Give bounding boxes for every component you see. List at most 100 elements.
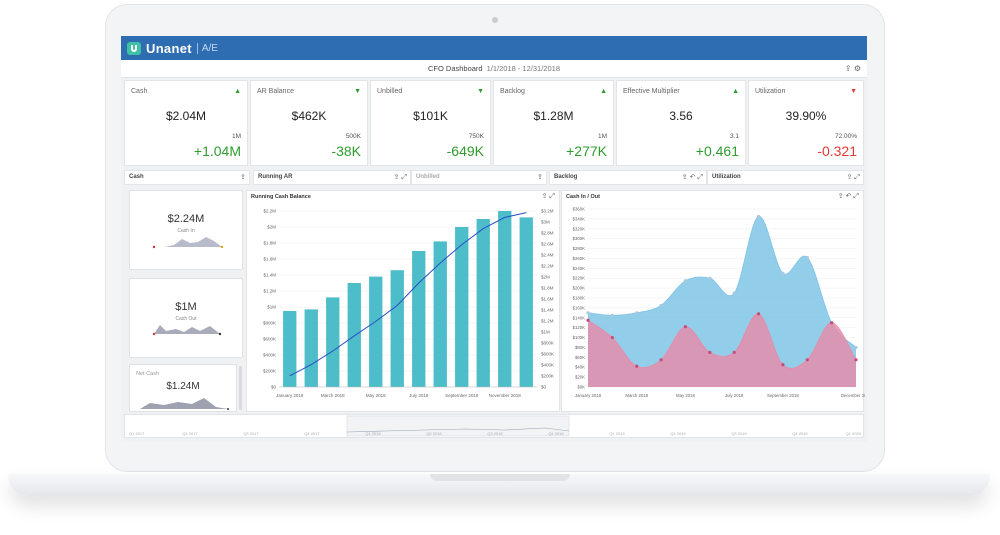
kpi-label: Utilization [755, 88, 786, 95]
x-tick-label: September 2018 [767, 393, 799, 398]
bar [433, 241, 447, 387]
expand-icon[interactable]: ⤢ [401, 174, 407, 181]
undo-icon[interactable]: ↶ [845, 193, 852, 200]
x-tick-label: January 2018 [276, 393, 304, 398]
x-tick-label: July 2018 [409, 393, 429, 398]
kpi-target: 1M [597, 133, 607, 140]
kpi-target: 500K [345, 133, 361, 140]
timeline-navigator[interactable]: Q1 2017 Q2 2017 Q3 2017 Q4 2017 Q1 2018 Q2 20… [124, 414, 864, 438]
export-icon[interactable]: ⇪ [681, 174, 688, 181]
data-point [805, 358, 809, 362]
y-right-tick-label: $2.8M [541, 231, 554, 236]
navigator-tick-label: Q4 2017 [304, 431, 320, 436]
timeline-navigator-chart: Q1 2017 Q2 2017 Q3 2017 Q4 2017 Q1 2018 Q2 20… [129, 415, 862, 437]
y-right-tick-label: $1.6M [541, 297, 554, 302]
kpi-card[interactable]: Utilization ▼ 39.90% 72.00% -0.321 [748, 80, 864, 166]
navigator-tick-label: Q1 2018 [365, 431, 381, 436]
kpi-card[interactable]: Cash ▲ $2.04M 1M +1.04M [124, 80, 248, 166]
kpi-target: 3.1 [729, 133, 739, 140]
y-tick-label: $280K [573, 246, 586, 251]
data-point [708, 276, 712, 280]
cash-panel-scrollbar[interactable] [239, 366, 242, 410]
bar [498, 211, 512, 387]
cash-in-card[interactable]: $2.24M Cash In [129, 190, 243, 270]
panel-title-unbilled: Unbilled [416, 174, 440, 180]
kpi-card[interactable]: Backlog ▲ $1.28M 1M +277K [493, 80, 614, 166]
bar [283, 311, 297, 387]
undo-icon[interactable]: ↶ [689, 174, 696, 181]
unanet-logo-icon[interactable] [127, 41, 141, 55]
kpi-delta: +277K [566, 143, 607, 159]
export-icon[interactable]: ⇪ [844, 64, 852, 73]
navigator-tick-label: Q2 2017 [182, 431, 198, 436]
app-screen: Unanet A/E CFO Dashboard 1/1/2018 - 12/31… [121, 36, 867, 442]
cash-out-label: Cash Out [175, 316, 197, 322]
y-tick-label: $200K [573, 286, 586, 291]
expand-icon[interactable]: ⤢ [853, 193, 859, 200]
chart-header-icons[interactable]: ⇪ ↶ ⤢ [838, 192, 859, 201]
y-tick-label: $600K [263, 337, 276, 342]
y-right-tick-label: $400K [541, 363, 554, 368]
x-tick-label: July 2018 [725, 393, 744, 398]
y-right-tick-label: $2.6M [541, 242, 554, 247]
export-icon[interactable]: ⇪ [846, 174, 853, 181]
cash-in-label: Cash In [177, 228, 195, 234]
y-tick-label: $160K [573, 305, 586, 310]
export-icon[interactable]: ⇪ [837, 193, 844, 200]
data-point [732, 350, 736, 354]
product-name: A/E [196, 42, 218, 54]
kpi-delta: -0.321 [817, 143, 857, 159]
export-icon[interactable]: ⇪ [240, 174, 246, 181]
export-icon[interactable]: ⇪ [393, 174, 400, 181]
y-tick-label: $220K [573, 276, 586, 281]
kpi-label: Backlog [500, 88, 525, 95]
chart-header-icons[interactable]: ⇪ ⤢ [542, 192, 555, 201]
kpi-target: 72.00% [834, 133, 857, 140]
kpi-card[interactable]: AR Balance ▼ $462K 500K -38K [250, 80, 368, 166]
export-icon[interactable]: ⇪ [537, 174, 543, 181]
net-cash-card[interactable]: Net Cash $1.24M [129, 364, 237, 412]
panel-header-cash: Cash ⇪ [124, 170, 250, 185]
y-tick-label: $1.4M [263, 273, 276, 278]
navigator-tick-label: Q1 2017 [129, 431, 145, 436]
laptop-notch [430, 474, 570, 481]
settings-icon[interactable]: ⚙ [853, 64, 861, 73]
data-point [683, 279, 688, 283]
panel-header-icons[interactable]: ⇪ ↶ ⤢ [682, 171, 703, 184]
dashboard-title: CFO Dashboard [427, 64, 483, 73]
cash-out-card[interactable]: $1M Cash Out [129, 278, 243, 358]
y-tick-label: $800K [263, 321, 276, 326]
navigator-line [346, 427, 570, 433]
laptop-base [8, 474, 990, 496]
x-tick-label: January 2018 [575, 393, 602, 398]
export-icon[interactable]: ⇪ [541, 193, 548, 200]
y-right-tick-label: $1.2M [541, 319, 554, 324]
kpi-delta: +0.461 [695, 143, 739, 159]
panel-header-icons[interactable]: ⇪ ⤢ [394, 171, 407, 184]
data-point [781, 363, 785, 367]
y-tick-label: $320K [573, 226, 586, 231]
navigator-tick-label: Q4 2018 [548, 431, 564, 436]
kpi-card[interactable]: Unbilled ▼ $101K 750K -649K [370, 80, 491, 166]
data-point [854, 345, 858, 350]
kpi-card[interactable]: Effective Multiplier ▲ 3.56 3.1 +0.461 [616, 80, 746, 166]
expand-icon[interactable]: ⤢ [697, 174, 703, 181]
y-right-tick-label: $1.4M [541, 308, 554, 313]
expand-icon[interactable]: ⤢ [854, 174, 860, 181]
trend-up-icon: ▲ [600, 88, 607, 95]
cash-in-value: $2.24M [167, 213, 205, 225]
y-tick-label: $240K [573, 266, 586, 271]
x-tick-label: May 2018 [676, 393, 695, 398]
camera-dot [492, 17, 498, 23]
y-tick-label: $2M [267, 225, 276, 230]
data-point [854, 358, 858, 362]
expand-icon[interactable]: ⤢ [549, 193, 555, 200]
trend-down-icon: ▼ [850, 88, 857, 95]
cash-in-out-chart: $0K $20K $40K $60K $80K $100K $120K $140K $160K $… [573, 207, 865, 399]
y-right-tick-label: $2.4M [541, 253, 554, 258]
kpi-delta: +1.04M [193, 143, 241, 159]
y-tick-label: $120K [573, 325, 586, 330]
brand-name: Unanet [146, 40, 192, 56]
panel-header-icons[interactable]: ⇪ ⤢ [847, 171, 860, 184]
cash-in-out-title: Cash In / Out [566, 194, 600, 200]
